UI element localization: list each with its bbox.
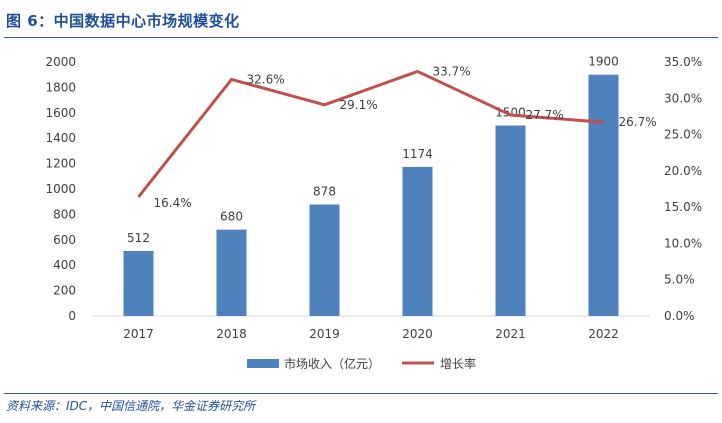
source-divider bbox=[4, 393, 718, 394]
revenue-bar-labels: 512 680 878 1174 1500 1900 bbox=[127, 55, 619, 245]
left-axis-tick-label: 1800 bbox=[45, 80, 76, 94]
revenue-bar bbox=[216, 229, 247, 316]
chart-legend: 市场收入（亿元） 增长率 bbox=[247, 356, 476, 371]
growth-rate-label: 16.4% bbox=[154, 196, 192, 210]
x-axis-tick-label: 2021 bbox=[495, 327, 526, 341]
right-axis-tick-label: 10.0% bbox=[664, 236, 702, 250]
revenue-bar-label: 1500 bbox=[495, 106, 526, 120]
left-axis-tick-label: 600 bbox=[53, 233, 76, 247]
x-axis-tick-label: 2017 bbox=[123, 327, 154, 341]
left-axis-tick-label: 2000 bbox=[45, 55, 76, 69]
revenue-bar-label: 878 bbox=[313, 184, 336, 198]
x-axis-tick-label: 2018 bbox=[216, 327, 247, 341]
revenue-bar bbox=[402, 166, 433, 316]
revenue-bar-label: 1174 bbox=[402, 147, 433, 161]
market-size-chart: 0 200 400 600 800 1000 1200 1400 1600 1800 2000 0.… bbox=[45, 55, 702, 371]
right-axis-tick-label: 20.0% bbox=[664, 164, 702, 178]
x-axis-ticks: 2017 2018 2019 2020 2021 2022 bbox=[123, 327, 619, 341]
growth-rate-line bbox=[137, 69, 604, 198]
revenue-bars bbox=[123, 74, 619, 316]
left-axis-tick-label: 1600 bbox=[45, 106, 76, 120]
legend-label-growth: 增长率 bbox=[440, 356, 476, 371]
left-axis-tick-label: 800 bbox=[53, 207, 76, 221]
growth-rate-labels: 16.4% 32.6% 29.1% 33.7% 27.7% 26.7% bbox=[154, 64, 657, 210]
x-axis-tick-label: 2019 bbox=[309, 327, 340, 341]
legend-label-revenue: 市场收入（亿元） bbox=[284, 356, 380, 371]
right-axis-tick-label: 30.0% bbox=[664, 91, 702, 105]
legend-swatch-revenue bbox=[247, 359, 279, 368]
left-axis-tick-label: 400 bbox=[53, 258, 76, 272]
left-axis-tick-label: 200 bbox=[53, 284, 76, 298]
left-axis-tick-label: 1000 bbox=[45, 182, 76, 196]
right-axis-tick-label: 5.0% bbox=[664, 273, 695, 287]
revenue-bar bbox=[123, 250, 154, 316]
revenue-bar bbox=[588, 74, 619, 316]
figure-title: 图 6：中国数据中心市场规模变化 bbox=[6, 12, 240, 30]
revenue-bar bbox=[309, 204, 340, 316]
left-axis-tick-label: 1400 bbox=[45, 131, 76, 145]
right-axis-tick-label: 0.0% bbox=[664, 309, 695, 323]
growth-rate-label: 27.7% bbox=[526, 108, 564, 122]
left-axis-tick-label: 1200 bbox=[45, 157, 76, 171]
revenue-bar-label: 680 bbox=[220, 210, 243, 224]
source-note: 资料来源：IDC，中国信通院，华金证券研究所 bbox=[6, 399, 256, 413]
right-axis-tick-label: 15.0% bbox=[664, 200, 702, 214]
growth-rate-label: 26.7% bbox=[619, 115, 657, 129]
title-divider bbox=[4, 37, 718, 38]
growth-rate-label: 32.6% bbox=[247, 72, 285, 86]
right-axis-ticks: 0.0% 5.0% 10.0% 15.0% 20.0% 25.0% 30.0% 35.0% bbox=[664, 55, 702, 323]
right-axis-tick-label: 25.0% bbox=[664, 128, 702, 142]
revenue-bar-label: 512 bbox=[127, 231, 150, 245]
growth-rate-label: 33.7% bbox=[433, 64, 471, 78]
left-axis-ticks: 0 200 400 600 800 1000 1200 1400 1600 1800 2000 bbox=[45, 55, 76, 323]
right-axis-tick-label: 35.0% bbox=[664, 55, 702, 69]
growth-rate-label: 29.1% bbox=[340, 98, 378, 112]
x-axis-tick-label: 2022 bbox=[588, 327, 619, 341]
revenue-bar-label: 1900 bbox=[588, 55, 619, 69]
left-axis-tick-label: 0 bbox=[68, 309, 76, 323]
revenue-bar bbox=[495, 125, 526, 316]
x-axis-tick-label: 2020 bbox=[402, 327, 433, 341]
